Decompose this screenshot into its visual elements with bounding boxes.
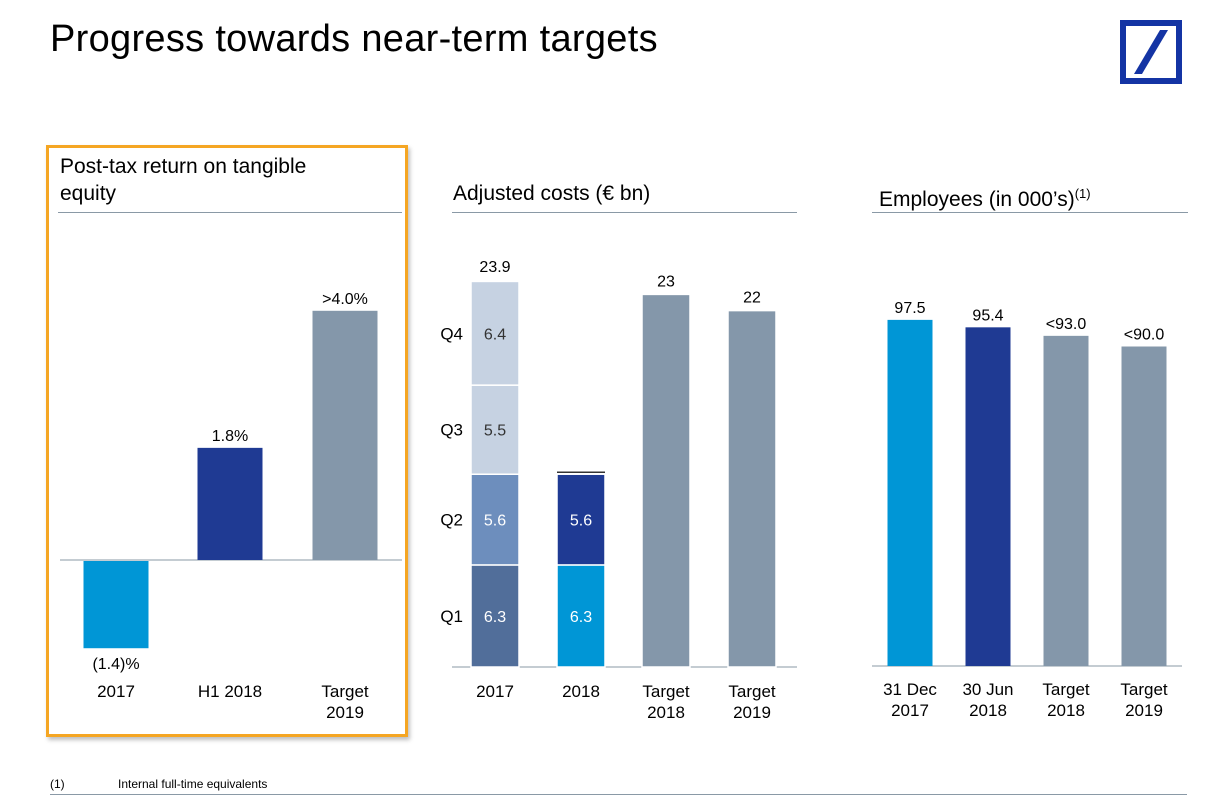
rote-title-line1: Post-tax return on tangible — [60, 155, 307, 178]
employees-bar-1 — [965, 327, 1011, 666]
costs-total-label-0: 23.9 — [479, 259, 510, 276]
rote-bar-1 — [197, 447, 263, 560]
rote-category-label-0-line1: 2017 — [97, 682, 135, 701]
costs-category-label-2-line2: 2018 — [647, 703, 685, 722]
employees-bar-2 — [1043, 335, 1089, 666]
costs-quarter-label-q1: Q1 — [440, 607, 463, 626]
costs-quarter-label-q4: Q4 — [440, 324, 463, 343]
rote-category-label-2-line2: 2019 — [326, 703, 364, 722]
costs-bar-q4-0 — [470, 280, 520, 386]
employees-bar-0 — [887, 319, 933, 666]
costs-segment-label-q2-0: 5.6 — [484, 513, 506, 530]
costs-bar-q3-0 — [470, 384, 520, 475]
page-title: Progress towards near-term targets — [50, 18, 658, 60]
costs-quarter-label-q2: Q2 — [440, 511, 463, 530]
costs-segment-label-q3-0: 5.5 — [484, 423, 506, 440]
employees-value-label-1: 95.4 — [972, 307, 1003, 324]
employees-title-footnote: (1) — [1074, 186, 1091, 201]
costs-category-label-1-line1: 2018 — [562, 682, 600, 701]
rote-chart-title: Post-tax return on tangible equity — [60, 153, 306, 207]
employees-category-label-1-line1: 30 Jun — [962, 680, 1013, 699]
costs-segment-label-q1-1: 6.3 — [570, 609, 592, 626]
costs-bar-total-3 — [727, 309, 777, 668]
costs-category-label-3-line1: Target — [728, 682, 776, 701]
costs-category-label-0-line1: 2017 — [476, 682, 514, 701]
rote-title-line2: equity — [60, 182, 117, 205]
employees-category-label-3-line1: Target — [1120, 680, 1168, 699]
employees-category-label-3-line2: 2019 — [1125, 701, 1163, 720]
employees-category-label-2-line1: Target — [1042, 680, 1090, 699]
rote-bar-2 — [312, 310, 378, 560]
employees-value-label-3: <90.0 — [1124, 327, 1165, 344]
rote-value-label-0: (1.4)% — [92, 656, 139, 673]
employees-chart-title: Employees (in 000’s)(1) — [879, 180, 1091, 213]
rote-highlight-box — [46, 145, 408, 737]
rote-title-rule — [58, 212, 402, 213]
employees-category-label-1-line2: 2018 — [969, 701, 1007, 720]
employees-value-label-0: 97.5 — [894, 300, 925, 317]
costs-bar-total-2 — [641, 293, 691, 668]
costs-category-label-2-line1: Target — [642, 682, 690, 701]
deutsche-bank-logo-icon — [1120, 20, 1182, 84]
rote-bar-0 — [83, 561, 149, 649]
employees-value-label-2: <93.0 — [1046, 316, 1087, 333]
employees-title-text: Employees (in 000’s) — [879, 188, 1075, 211]
employees-category-label-0-line2: 2017 — [891, 701, 929, 720]
employees-title-rule — [872, 212, 1188, 213]
costs-segment-label-q1-0: 6.3 — [484, 609, 506, 626]
rote-value-label-2: >4.0% — [322, 291, 368, 308]
costs-total-label-3: 22 — [743, 290, 761, 307]
costs-quarter-label-q3: Q3 — [440, 421, 463, 440]
footer-rule — [50, 794, 1187, 795]
costs-total-label-2: 23 — [657, 273, 675, 290]
rote-value-label-1: 1.8% — [212, 428, 248, 445]
costs-title-rule — [452, 212, 797, 213]
rote-category-label-1-line1: H1 2018 — [198, 682, 262, 701]
footnote-text: Internal full-time equivalents — [118, 777, 268, 791]
costs-category-label-3-line2: 2019 — [733, 703, 771, 722]
costs-segment-label-q2-1: 5.6 — [570, 513, 592, 530]
employees-bar-3 — [1121, 346, 1167, 666]
employees-category-label-2-line2: 2018 — [1047, 701, 1085, 720]
employees-category-label-0-line1: 31 Dec — [883, 680, 937, 699]
footnote-number: (1) — [50, 777, 65, 791]
rote-category-label-2-line1: Target — [321, 682, 369, 701]
costs-chart-title: Adjusted costs (€ bn) — [453, 182, 651, 205]
costs-bar-q2-1 — [556, 473, 606, 566]
footnote: (1) Internal full-time equivalents — [50, 777, 267, 791]
costs-segment-label-q4-0: 6.4 — [484, 326, 506, 343]
